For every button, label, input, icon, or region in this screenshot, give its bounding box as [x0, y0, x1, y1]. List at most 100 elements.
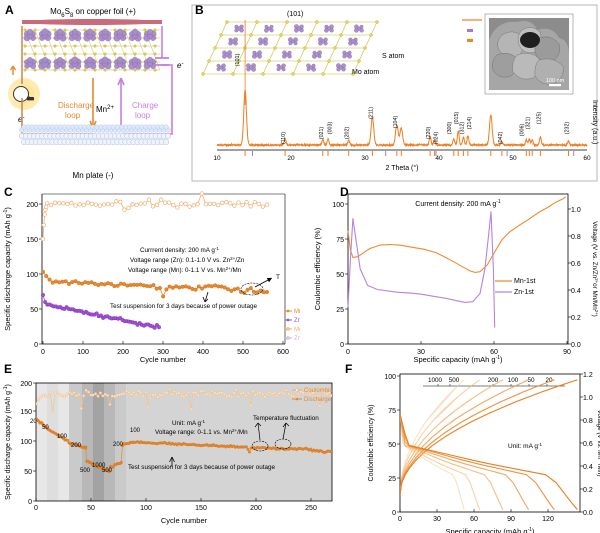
svg-text:0: 0 — [392, 510, 396, 517]
svg-text:100: 100 — [332, 202, 344, 209]
svg-text:Mn plate (-): Mn plate (-) — [73, 171, 114, 180]
svg-text:0.8: 0.8 — [571, 234, 581, 241]
svg-text:Coulombic: Coulombic — [304, 388, 332, 394]
svg-text:Mn2+: Mn2+ — [96, 105, 114, 114]
svg-text:50: 50 — [87, 505, 95, 512]
svg-text:loop: loop — [65, 111, 81, 120]
svg-text:F: F — [345, 362, 352, 376]
svg-text:50: 50 — [336, 272, 344, 279]
svg-text:Unit: mA g-1: Unit: mA g-1 — [172, 419, 206, 428]
svg-text:(321): (321) — [525, 117, 531, 130]
svg-text:Voltage range (Zn): 0.1-1.0 V: Voltage range (Zn): 0.1-1.0 V vs. Zn2+/Z… — [130, 256, 245, 265]
svg-text:200: 200 — [117, 349, 129, 356]
svg-text:75: 75 — [388, 408, 396, 415]
svg-text:Voltage range (Mn): 0-1.1 V vs: Voltage range (Mn): 0-1.1 V vs. Mn2+/Mn — [128, 266, 242, 275]
svg-text:A: A — [5, 3, 14, 17]
svg-text:200: 200 — [113, 442, 124, 448]
svg-text:200: 200 — [20, 381, 32, 388]
svg-text:Zn-1st: Zn-1st — [514, 289, 534, 296]
svg-text:100: 100 — [508, 377, 519, 384]
svg-text:Discharge: Discharge — [304, 397, 332, 403]
svg-text:50: 50 — [42, 425, 49, 431]
svg-text:Cycle number: Cycle number — [161, 516, 208, 525]
svg-text:E: E — [4, 362, 12, 376]
svg-text:(101): (101) — [287, 11, 303, 18]
svg-text:2 Theta (°): 2 Theta (°) — [385, 164, 418, 172]
svg-text:25: 25 — [388, 476, 396, 483]
svg-text:500: 500 — [449, 377, 460, 384]
svg-text:Currrent density: 200 mA g-1: Currrent density: 200 mA g-1 — [140, 246, 219, 255]
svg-text:150: 150 — [20, 409, 32, 416]
svg-text:B: B — [195, 3, 204, 17]
svg-text:Test suspension for 3 days bec: Test suspension for 3 days because of po… — [128, 464, 276, 471]
svg-text:(214): (214) — [467, 117, 473, 130]
svg-text:(104): (104) — [393, 116, 399, 129]
svg-text:0.6: 0.6 — [583, 441, 593, 448]
svg-text:Specific discharge capacity (m: Specific discharge capacity (mAh g-1) — [3, 207, 12, 331]
svg-text:e-: e- — [177, 61, 183, 70]
svg-text:Specific capacity (mAh g-1): Specific capacity (mAh g-1) — [445, 527, 535, 533]
svg-text:150: 150 — [26, 237, 38, 244]
svg-text:200: 200 — [26, 202, 38, 209]
svg-text:Voltage (V vs. Mn2+/Mn): Voltage (V vs. Mn2+/Mn) — [596, 410, 600, 477]
svg-text:60: 60 — [470, 516, 478, 523]
svg-text:20: 20 — [30, 419, 37, 425]
svg-text:0: 0 — [34, 342, 38, 349]
svg-text:S atom: S atom — [382, 53, 404, 60]
svg-text:20: 20 — [287, 155, 295, 162]
svg-text:250: 250 — [305, 505, 317, 512]
svg-text:100: 100 — [20, 439, 32, 446]
svg-text:(300): (300) — [447, 122, 453, 135]
svg-text:1000: 1000 — [428, 377, 443, 384]
svg-text:600: 600 — [277, 349, 289, 356]
svg-text:0.2: 0.2 — [571, 315, 581, 322]
svg-text:200: 200 — [71, 443, 82, 449]
svg-text:(211): (211) — [368, 107, 374, 119]
svg-text:500: 500 — [102, 468, 113, 474]
svg-text:Mo atom: Mo atom — [352, 69, 379, 76]
svg-text:(110): (110) — [281, 132, 287, 144]
svg-text:100: 100 — [140, 505, 152, 512]
svg-text:0: 0 — [346, 349, 350, 356]
svg-text:Specific discharge capacity (m: Specific discharge capacity (mAh g-1) — [3, 384, 12, 500]
svg-text:Intensity (a.u.): Intensity (a.u.) — [591, 100, 598, 144]
svg-text:100: 100 — [384, 374, 396, 381]
svg-text:500: 500 — [237, 349, 249, 356]
svg-text:90: 90 — [563, 349, 571, 356]
svg-text:C: C — [4, 185, 13, 199]
svg-text:0: 0 — [340, 342, 344, 349]
svg-text:1.0: 1.0 — [571, 207, 581, 214]
svg-text:100 nm: 100 nm — [546, 78, 565, 84]
svg-text:0.4: 0.4 — [571, 288, 581, 295]
svg-text:Coulombic efficiency (%): Coulombic efficiency (%) — [368, 405, 375, 482]
svg-text:400: 400 — [197, 349, 209, 356]
svg-text:30: 30 — [433, 516, 441, 523]
svg-text:Discharge: Discharge — [58, 101, 95, 110]
svg-text:Mo6S8 on copper foil (+): Mo6S8 on copper foil (+) — [50, 7, 136, 19]
svg-text:(220): (220) — [426, 127, 432, 140]
svg-text:0: 0 — [34, 505, 38, 512]
svg-text:30: 30 — [361, 155, 369, 162]
svg-text:100: 100 — [26, 272, 38, 279]
svg-text:1.2: 1.2 — [583, 372, 593, 379]
svg-text:0.0: 0.0 — [583, 510, 593, 517]
svg-text:0: 0 — [398, 516, 402, 523]
svg-text:(312): (312) — [459, 122, 465, 135]
svg-text:(202): (202) — [345, 127, 351, 140]
svg-text:0.0: 0.0 — [571, 342, 581, 349]
svg-text:Voltage (V vs. Zn/Zn2+or Mn/Mn: Voltage (V vs. Zn/Zn2+or Mn/Mn2+) — [591, 221, 600, 317]
svg-text:Coulombic efficiency (%): Coulombic efficiency (%) — [313, 227, 322, 310]
svg-text:1.0: 1.0 — [583, 395, 593, 402]
svg-text:loop: loop — [135, 111, 151, 120]
svg-text:(125): (125) — [536, 112, 542, 125]
svg-text:(042): (042) — [498, 132, 504, 145]
svg-text:90: 90 — [507, 516, 515, 523]
svg-text:200: 200 — [250, 505, 262, 512]
svg-text:50: 50 — [30, 307, 38, 314]
svg-text:75: 75 — [336, 237, 344, 244]
svg-text:120: 120 — [542, 516, 554, 523]
svg-text:(024): (024) — [434, 132, 440, 145]
svg-text:10: 10 — [213, 155, 221, 162]
svg-text:(101): (101) — [235, 53, 241, 66]
svg-text:0: 0 — [41, 349, 45, 356]
